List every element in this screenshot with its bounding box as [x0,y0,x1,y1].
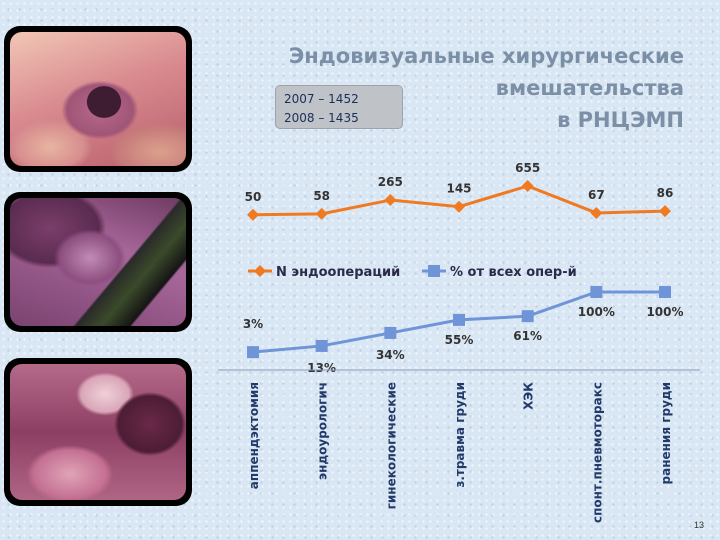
surgery-photo-3 [4,358,192,506]
slide-title: Эндовизуальные хирургические вмешательст… [288,44,684,132]
x-tick-label: з.травма груди [453,382,467,488]
legend-series-2-label: % от всех опер-й [450,265,577,280]
series-2-point [315,339,328,352]
series-2-point [659,286,671,298]
series-2-point [384,326,397,339]
series-2-data-label: 3% [243,317,263,331]
series-1-point [315,207,328,220]
legend-series-2-marker [428,265,440,277]
x-tick-label: аппендэктомия [247,382,261,489]
series-1-data-label: 265 [378,175,403,189]
series-2-data-label: 55% [445,333,474,347]
series-2-data-label: 34% [376,348,405,362]
stats-line-2007: 2007 – 1452 [284,92,359,106]
series-2-data-label: 61% [513,329,542,343]
legend-series-1-label: N эндоопераций [276,265,400,280]
series-1-point [247,208,259,221]
series-2-point [590,286,603,298]
series-2-point [521,310,534,323]
x-tick-label: спонт.пневмоторакс [590,382,604,523]
series-2-data-label: 13% [307,361,336,375]
series-2-point [453,313,465,326]
surgery-photo-2 [4,192,192,332]
series-1-data-label: 145 [446,182,471,196]
series-1-data-label: 67 [588,188,605,202]
series-1-data-label: 58 [313,189,330,203]
series-1-data-label: 86 [657,186,674,200]
stats-line-2008: 2008 – 1435 [284,111,359,125]
series-2-data-label: 100% [578,305,615,319]
stats-box: 2007 – 1452 2008 – 1435 [275,85,403,129]
surgery-photo-1 [4,26,192,172]
series-1-point [453,200,465,213]
series-1-data-label: 50 [245,190,262,204]
series-1-data-label: 655 [515,161,540,175]
legend-series-1-marker [254,265,266,277]
x-tick-label: гинекологические [384,382,398,509]
x-tick-label: эндоурологич [316,382,330,480]
series-1-point [659,205,671,218]
x-tick-label: ранения груди [659,382,673,484]
x-tick-label: ХЭК [522,382,536,410]
series-2-point [247,346,259,359]
series-1-point [384,194,397,207]
series-1-point [521,180,534,192]
page-number: 13 [693,520,704,530]
series-1-point [590,206,603,219]
series-2-data-label: 100% [646,305,683,319]
